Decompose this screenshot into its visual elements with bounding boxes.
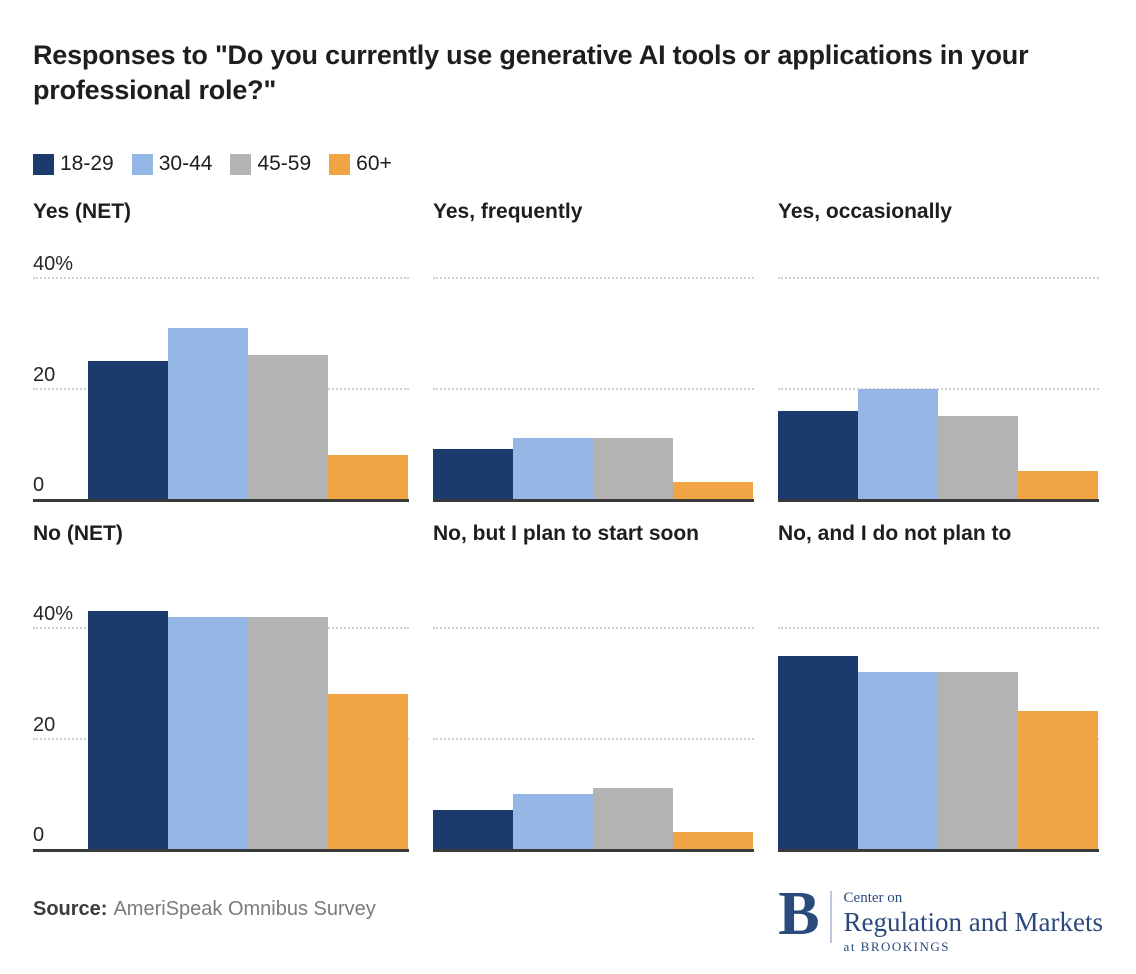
plot-area: 40% 20 0	[33, 601, 409, 852]
bars-group	[778, 655, 1098, 849]
legend-item-18-29: 18-29	[33, 152, 114, 176]
legend-swatch-45-59	[230, 153, 252, 175]
chart-title: Responses to "Do you currently use gener…	[33, 40, 1029, 105]
bar-30-44	[858, 672, 938, 849]
panel-no-and-i-do-not-plan-to: No, and I do not plan to	[778, 520, 1099, 852]
panel-yes-frequently: Yes, frequently	[433, 198, 754, 502]
y-tick-40: 40%	[33, 603, 74, 625]
legend-item-30-44: 30-44	[131, 152, 213, 176]
y-tick-0: 0	[33, 474, 45, 496]
bar-30-44	[513, 438, 593, 499]
panel-no-net: No (NET) 40% 20 0	[33, 520, 409, 852]
gridline-40	[778, 627, 1099, 629]
panel-no-but-i-plan-to-start-soon: No, but I plan to start soon	[433, 520, 754, 852]
gridline-40	[778, 277, 1099, 279]
brookings-b-icon: B	[778, 880, 820, 948]
gridline-20	[433, 387, 754, 390]
plot-area	[433, 254, 754, 502]
bar-60	[1018, 710, 1098, 849]
bars-group	[433, 788, 753, 849]
gridline-20	[433, 737, 754, 740]
y-tick-0: 0	[33, 824, 45, 846]
bar-45-59	[938, 672, 1018, 849]
bar-18-29	[88, 360, 168, 499]
legend-item-60: 60+	[329, 152, 392, 176]
logo-center-on: Center on	[843, 890, 903, 906]
panel-yes-net: Yes (NET) 40% 20 0	[33, 198, 409, 502]
legend-label: 45-59	[257, 152, 312, 175]
panel-title: Yes, frequently	[433, 200, 583, 223]
source-text: AmeriSpeak Omnibus Survey	[113, 898, 376, 920]
bars-group	[88, 611, 408, 849]
legend-label: 18-29	[60, 152, 114, 175]
bar-18-29	[778, 410, 858, 499]
logo-divider	[829, 891, 832, 943]
panel-title: No (NET)	[33, 522, 123, 545]
gridline-40	[433, 277, 754, 279]
source-note: Source: AmeriSpeak Omnibus Survey	[33, 888, 376, 921]
panel-title: Yes, occasionally	[778, 200, 952, 223]
brookings-logo: B Center on Regulation and Markets at BR…	[778, 880, 1103, 955]
gridline-40	[433, 627, 754, 629]
bar-60	[673, 832, 753, 849]
bar-18-29	[433, 449, 513, 499]
bar-45-59	[248, 616, 328, 849]
bars-group	[433, 438, 753, 499]
plot-area	[778, 254, 1099, 502]
bar-60	[328, 454, 408, 499]
logo-text: Center on Regulation and Markets at BROO…	[844, 888, 1103, 955]
footer: Source: AmeriSpeak Omnibus Survey B Cente…	[33, 880, 1103, 955]
plot-area: 40% 20 0	[33, 253, 409, 502]
plot-area	[778, 601, 1099, 852]
bar-45-59	[593, 788, 673, 849]
panels-grid: Yes (NET) 40% 20 0 Yes, frequently Yes, occas…	[33, 198, 1103, 852]
legend-item-45-59: 45-59	[230, 152, 311, 176]
gridline-40	[33, 277, 409, 279]
bar-30-44	[168, 327, 248, 499]
bar-60	[328, 694, 408, 849]
y-tick-20: 20	[33, 363, 56, 386]
bar-30-44	[858, 388, 938, 499]
bar-45-59	[593, 438, 673, 499]
legend-swatch-30-44	[131, 153, 153, 175]
bar-18-29	[88, 611, 168, 849]
panel-title: No, and I do not plan to	[778, 522, 1012, 545]
bar-30-44	[168, 616, 248, 849]
legend: 18-29 30-44 45-59 60+	[33, 152, 1103, 176]
bar-60	[1018, 471, 1098, 499]
logo-regulation-markets: Regulation and Markets	[843, 907, 1103, 937]
y-tick-20: 20	[33, 713, 56, 736]
bar-18-29	[778, 655, 858, 849]
bar-60	[673, 482, 753, 499]
legend-label: 30-44	[158, 152, 213, 175]
panel-yes-occasionally: Yes, occasionally	[778, 198, 1099, 502]
legend-label: 60+	[356, 152, 392, 175]
plot-area	[433, 601, 754, 852]
bar-30-44	[513, 793, 593, 849]
gridline-20	[778, 387, 1099, 390]
legend-swatch-18-29	[33, 153, 54, 175]
panel-title: Yes (NET)	[33, 200, 132, 223]
bar-45-59	[938, 416, 1018, 499]
y-tick-40: 40%	[33, 253, 74, 275]
bars-group	[778, 388, 1098, 499]
bars-group	[88, 327, 408, 499]
panel-title: No, but I plan to start soon	[433, 522, 699, 545]
logo-at-brookings: at BROOKINGS	[843, 939, 951, 954]
bar-18-29	[433, 810, 513, 849]
legend-swatch-60	[329, 153, 351, 175]
source-label: Source:	[33, 898, 108, 920]
bar-45-59	[248, 355, 328, 499]
